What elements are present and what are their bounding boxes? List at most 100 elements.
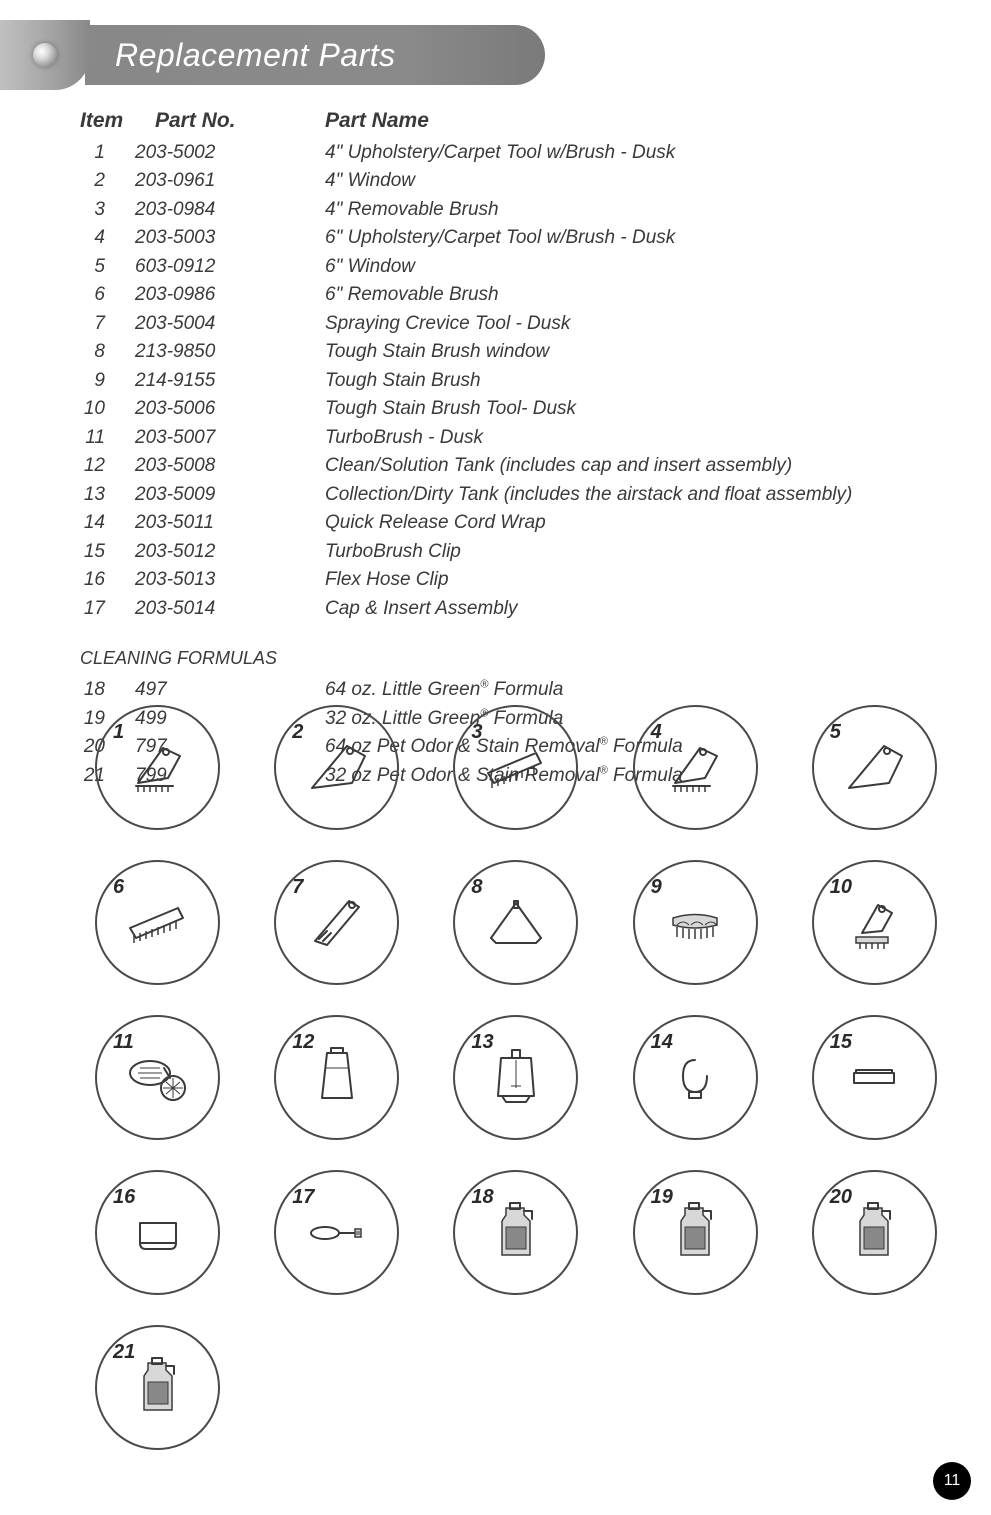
cell-name: 4" Removable Brush [275, 196, 951, 225]
table-row: 8213-9850Tough Stain Brush window [80, 338, 951, 367]
part-illustration-number: 4 [651, 721, 662, 744]
part-illustration: 4 [633, 705, 758, 830]
page-title: Replacement Parts [115, 37, 396, 74]
cell-item: 13 [80, 481, 135, 510]
part-illustration: 10 [812, 860, 937, 985]
cell-partno: 203-5013 [135, 566, 275, 595]
cell-name: 64 oz. Little Green® Formula [275, 676, 951, 705]
part-illustration: 21 [95, 1325, 220, 1450]
cell-name: Spraying Crevice Tool - Dusk [275, 310, 951, 339]
part-illustration: 9 [633, 860, 758, 985]
cell-partno: 203-0986 [135, 281, 275, 310]
part-illustration-number: 16 [113, 1186, 135, 1209]
part-illustration-number: 11 [113, 1031, 134, 1054]
cell-item: 6 [80, 281, 135, 310]
cell-item: 5 [80, 253, 135, 282]
cell-partno: 603-0912 [135, 253, 275, 282]
part-illustration-number: 8 [471, 876, 482, 899]
cell-partno: 214-9155 [135, 367, 275, 396]
table-row: 12203-5008Clean/Solution Tank (includes … [80, 452, 951, 481]
cell-partno: 203-0961 [135, 167, 275, 196]
part-icon [476, 728, 556, 808]
part-icon [118, 728, 198, 808]
cell-name: 4" Upholstery/Carpet Tool w/Brush - Dusk [275, 139, 951, 168]
cell-name: Tough Stain Brush Tool- Dusk [275, 395, 951, 424]
part-illustration-number: 7 [292, 876, 303, 899]
part-icon [297, 728, 377, 808]
part-illustration: 7 [274, 860, 399, 985]
part-illustration-number: 6 [113, 876, 124, 899]
cell-name: 6" Removable Brush [275, 281, 951, 310]
part-illustration: 15 [812, 1015, 937, 1140]
cell-partno: 497 [135, 676, 275, 705]
table-row: 16203-5013Flex Hose Clip [80, 566, 951, 595]
parts-table: Item Part No. Part Name 1203-50024" Upho… [80, 105, 951, 790]
cell-item: 8 [80, 338, 135, 367]
part-illustration: 16 [95, 1170, 220, 1295]
part-illustration: 20 [812, 1170, 937, 1295]
part-icon [476, 883, 556, 963]
cell-item: 10 [80, 395, 135, 424]
table-row: 14203-5011Quick Release Cord Wrap [80, 509, 951, 538]
cell-name: Cap & Insert Assembly [275, 595, 951, 624]
table-row: 7203-5004Spraying Crevice Tool - Dusk [80, 310, 951, 339]
cell-item: 4 [80, 224, 135, 253]
col-header-partno: Part No. [155, 105, 275, 137]
part-illustration: 13 [453, 1015, 578, 1140]
part-icon [834, 728, 914, 808]
cell-partno: 203-5006 [135, 395, 275, 424]
table-row: 17203-5014Cap & Insert Assembly [80, 595, 951, 624]
cell-partno: 203-5012 [135, 538, 275, 567]
table-row: 15203-5012TurboBrush Clip [80, 538, 951, 567]
cell-item: 18 [80, 676, 135, 705]
cell-partno: 203-5003 [135, 224, 275, 253]
formulas-section-label: CLEANING FORMULAS [80, 645, 951, 672]
part-illustration: 8 [453, 860, 578, 985]
part-illustration: 5 [812, 705, 937, 830]
cell-name: Tough Stain Brush window [275, 338, 951, 367]
cell-name: 6" Upholstery/Carpet Tool w/Brush - Dusk [275, 224, 951, 253]
cell-partno: 203-0984 [135, 196, 275, 225]
cell-partno: 203-5004 [135, 310, 275, 339]
cell-name: Flex Hose Clip [275, 566, 951, 595]
part-illustration-number: 17 [292, 1186, 314, 1209]
header-dot-icon [33, 43, 57, 67]
cell-partno: 203-5008 [135, 452, 275, 481]
part-illustration-number: 19 [651, 1186, 673, 1209]
part-illustration: 14 [633, 1015, 758, 1140]
part-icon [655, 728, 735, 808]
part-illustration-number: 3 [471, 721, 482, 744]
cell-item: 17 [80, 595, 135, 624]
part-illustration: 18 [453, 1170, 578, 1295]
cell-item: 2 [80, 167, 135, 196]
table-header-row: Item Part No. Part Name [80, 105, 951, 137]
cell-name: 6" Window [275, 253, 951, 282]
part-illustration-number: 5 [830, 721, 841, 744]
content-area: Item Part No. Part Name 1203-50024" Upho… [80, 105, 951, 790]
table-row: 4203-50036" Upholstery/Carpet Tool w/Bru… [80, 224, 951, 253]
part-illustration-number: 2 [292, 721, 303, 744]
table-row: 3203-09844" Removable Brush [80, 196, 951, 225]
table-row: 11203-5007TurboBrush - Dusk [80, 424, 951, 453]
table-row: 13203-5009Collection/Dirty Tank (include… [80, 481, 951, 510]
part-illustration-number: 10 [830, 876, 852, 899]
cell-name: Tough Stain Brush [275, 367, 951, 396]
part-illustration-number: 18 [471, 1186, 493, 1209]
part-illustration: 12 [274, 1015, 399, 1140]
part-illustration-number: 12 [292, 1031, 314, 1054]
part-icon [297, 883, 377, 963]
cell-item: 3 [80, 196, 135, 225]
part-illustration-number: 13 [471, 1031, 493, 1054]
table-row: 6203-09866" Removable Brush [80, 281, 951, 310]
cell-name: 4" Window [275, 167, 951, 196]
part-illustration-number: 1 [113, 721, 124, 744]
cell-name: Quick Release Cord Wrap [275, 509, 951, 538]
table-row: 9214-9155Tough Stain Brush [80, 367, 951, 396]
header-banner: Replacement Parts [0, 20, 545, 90]
col-header-name: Part Name [275, 105, 951, 137]
part-illustration: 2 [274, 705, 399, 830]
cell-item: 9 [80, 367, 135, 396]
cell-item: 11 [80, 424, 135, 453]
cell-item: 7 [80, 310, 135, 339]
cell-item: 16 [80, 566, 135, 595]
